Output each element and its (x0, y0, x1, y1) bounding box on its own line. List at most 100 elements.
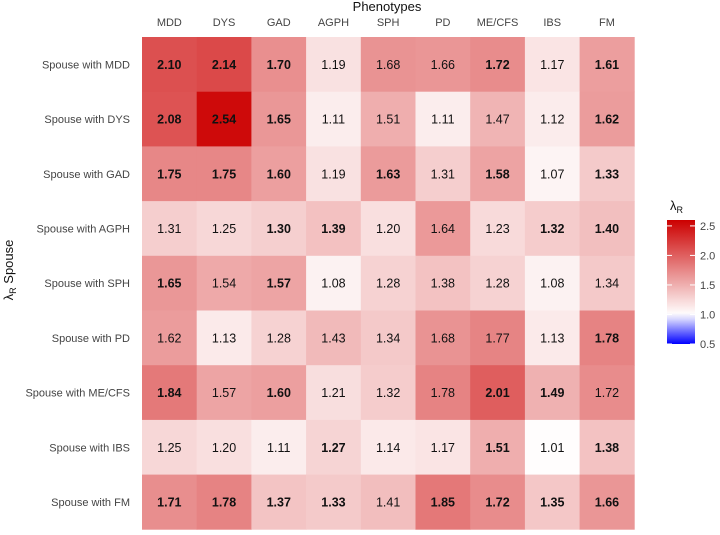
heatmap-cell (524, 146, 580, 202)
heatmap-cell-label: 1.13 (540, 331, 564, 345)
heatmap-cell-label: 1.39 (321, 222, 345, 236)
heatmap-cell-label: 1.64 (431, 222, 455, 236)
heatmap-cell (470, 419, 526, 475)
heatmap-cell-label: 2.08 (157, 113, 181, 127)
heatmap-cell (251, 37, 307, 93)
heatmap-cell (251, 91, 307, 147)
heatmap-cell (360, 91, 416, 147)
heatmap-cell (415, 201, 471, 257)
heatmap-cell (251, 146, 307, 202)
heatmap-cell-label: 1.17 (431, 441, 455, 455)
heatmap-cell-label: 1.33 (321, 495, 345, 509)
x-tick-label: SPH (377, 17, 400, 29)
heatmap-cell (251, 201, 307, 257)
heatmap-cell-label: 1.28 (376, 277, 400, 291)
legend-colorbar (667, 220, 695, 344)
heatmap-cell (579, 419, 635, 475)
heatmap-cell (142, 201, 198, 257)
heatmap-cell-label: 1.14 (376, 441, 400, 455)
heatmap-cell (251, 310, 307, 366)
heatmap-cell (415, 419, 471, 475)
heatmap-cell-label: 1.08 (321, 277, 345, 291)
heatmap-cell-label: 1.25 (212, 222, 236, 236)
heatmap-cell (142, 365, 198, 421)
heatmap-cell (579, 37, 635, 93)
heatmap-cell-label: 1.33 (595, 167, 619, 181)
heatmap-cell-label: 1.28 (267, 331, 291, 345)
x-tick-label: MDD (157, 17, 182, 29)
y-tick-label: Spouse with FM (51, 497, 130, 509)
x-tick-label: GAD (267, 17, 291, 29)
heatmap-cell (251, 474, 307, 530)
heatmap-cell (360, 365, 416, 421)
heatmap-cell (415, 37, 471, 93)
heatmap-cell (360, 310, 416, 366)
y-tick-labels: Spouse with MDD Spouse with DYS Spouse wit… (25, 59, 130, 509)
heatmap-cell-label: 2.10 (157, 58, 181, 72)
heatmap-cell (251, 419, 307, 475)
heatmap-cell (306, 419, 362, 475)
heatmap-cell (142, 37, 198, 93)
heatmap-cell-label: 1.40 (595, 222, 619, 236)
heatmap-cell (360, 37, 416, 93)
heatmap-cell (579, 474, 635, 530)
heatmap-cell (524, 474, 580, 530)
heatmap-cell (579, 365, 635, 421)
heatmap-cell-label: 1.34 (595, 277, 619, 291)
y-tick-label: Spouse with SPH (44, 278, 130, 290)
heatmap-cell-label: 1.65 (157, 277, 181, 291)
heatmap-cell (470, 255, 526, 311)
heatmap-cell (196, 310, 252, 366)
heatmap-cell (196, 365, 252, 421)
heatmap-cell (579, 201, 635, 257)
heatmap-cell-label: 1.19 (321, 167, 345, 181)
heatmap-cell (251, 365, 307, 421)
heatmap-cell (470, 474, 526, 530)
x-tick-labels: MDD DYS GAD AGPH SPH PD ME/CFS IBS FM (157, 17, 615, 29)
heatmap-cell-label: 1.70 (267, 58, 291, 72)
y-axis-title-sub: R (8, 287, 18, 294)
heatmap-cell-label: 1.21 (321, 386, 345, 400)
heatmap-cell (524, 91, 580, 147)
heatmap-cell-label: 1.23 (485, 222, 509, 236)
heatmap-cell (196, 201, 252, 257)
legend-title-main: λ (670, 198, 677, 213)
heatmap-cell-label: 1.60 (267, 167, 291, 181)
heatmap-cell-label: 1.08 (540, 277, 564, 291)
x-tick-label: DYS (213, 17, 236, 29)
y-tick-label: Spouse with GAD (43, 169, 130, 181)
heatmap-cell (579, 255, 635, 311)
heatmap-cell-label: 1.54 (212, 277, 236, 291)
heatmap-cell (415, 365, 471, 421)
heatmap-cell (196, 146, 252, 202)
heatmap-cell-label: 1.66 (595, 495, 619, 509)
heatmap-cell-label: 1.17 (540, 58, 564, 72)
heatmap-cell-label: 1.32 (376, 386, 400, 400)
heatmap-cell (470, 201, 526, 257)
heatmap-cell-label: 1.32 (540, 222, 564, 236)
heatmap-cell-label: 1.77 (485, 331, 509, 345)
heatmap-cell (524, 255, 580, 311)
heatmap-cell (415, 146, 471, 202)
heatmap-cell (142, 255, 198, 311)
heatmap-cell (524, 310, 580, 366)
heatmap-cell (470, 91, 526, 147)
heatmap-cell (470, 146, 526, 202)
heatmap-cell-labels: 2.10 2.14 1.70 1.19 1.68 1.66 1.72 1.17 1.61 2.08… (157, 58, 619, 510)
heatmap-cell-label: 1.57 (267, 277, 291, 291)
legend-tick-label: 0.5 (700, 339, 715, 351)
x-tick-label: ME/CFS (477, 17, 519, 29)
heatmap-cell (306, 37, 362, 93)
legend-tick-label: 1.5 (700, 280, 715, 292)
heatmap-cell (196, 419, 252, 475)
legend-title: λR (670, 198, 684, 215)
heatmap-cell-label: 1.75 (212, 167, 236, 181)
legend-tick-label: 1.0 (700, 309, 715, 321)
heatmap-cell-label: 1.47 (485, 113, 509, 127)
heatmap-cell-label: 1.12 (540, 113, 564, 127)
heatmap-cell-label: 1.65 (267, 113, 291, 127)
heatmap-cell-label: 1.61 (595, 58, 619, 72)
x-tick-label: PD (435, 17, 450, 29)
y-tick-label: Spouse with PD (52, 333, 130, 345)
heatmap-cell (360, 146, 416, 202)
